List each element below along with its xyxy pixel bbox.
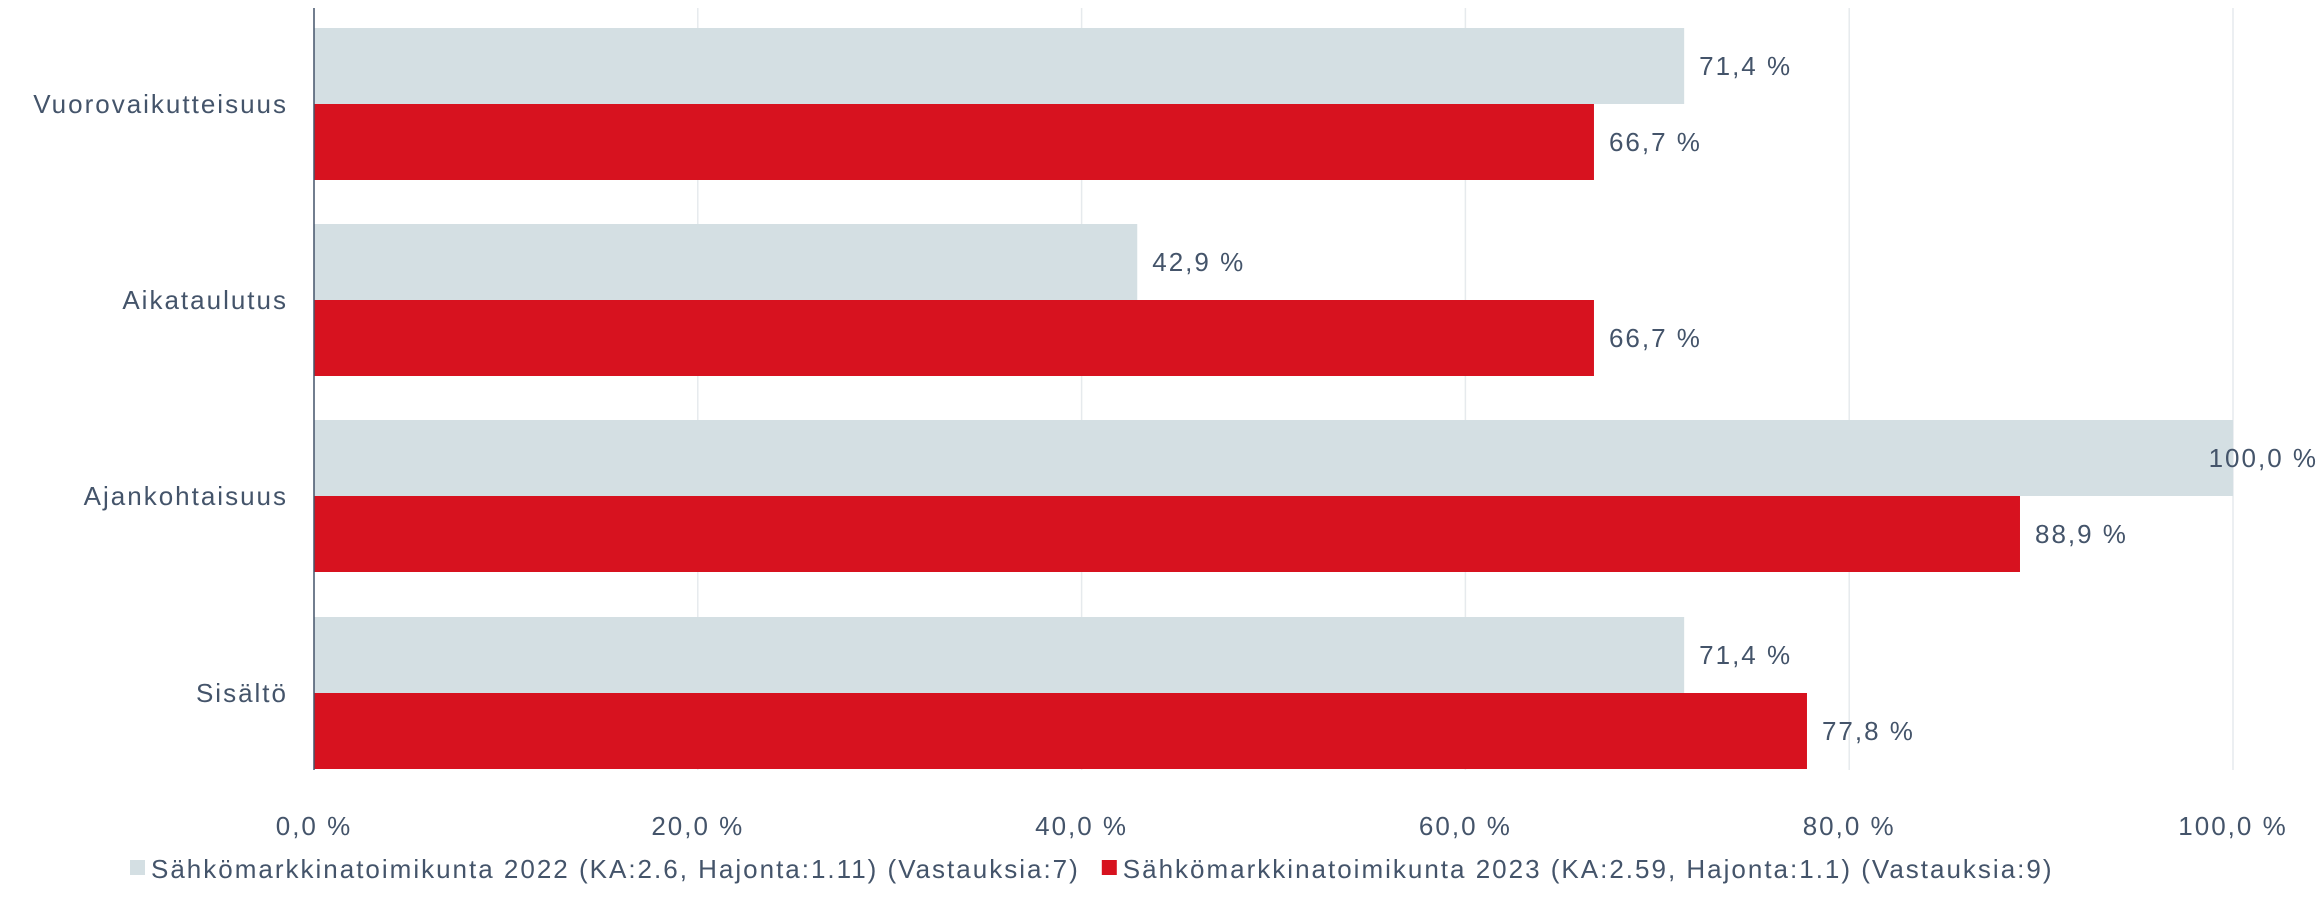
- category-label: Aikataulutus: [122, 285, 288, 315]
- legend-swatch-2023: [1101, 860, 1117, 875]
- bar-2023: [314, 104, 1594, 180]
- bar-2022: [314, 224, 1138, 300]
- bar-2023: [314, 300, 1594, 376]
- x-tick-label: 0,0 %: [276, 811, 353, 841]
- category-label: Sisältö: [196, 678, 288, 708]
- bar-2022: [314, 420, 2233, 496]
- bars: [314, 28, 2233, 769]
- bar-2022: [314, 28, 1685, 104]
- data-label: 71,4 %: [1699, 51, 1792, 81]
- x-tick-label: 40,0 %: [1035, 811, 1128, 841]
- data-label: 66,7 %: [1609, 323, 1702, 353]
- data-label: 88,9 %: [2035, 519, 2128, 549]
- bar-2022: [314, 617, 1685, 693]
- x-tick-label: 60,0 %: [1419, 811, 1512, 841]
- data-label: 42,9 %: [1152, 247, 1245, 277]
- legend-label: Sähkömarkkinatoimikunta 2022 (KA:2.6, Ha…: [151, 854, 1080, 884]
- legend: Sähkömarkkinatoimikunta 2022 (KA:2.6, Ha…: [130, 854, 2054, 884]
- data-label: 71,4 %: [1699, 640, 1792, 670]
- category-label: Ajankohtaisuus: [84, 481, 288, 511]
- x-tick-label: 100,0 %: [2178, 811, 2287, 841]
- legend-swatch-2022: [130, 860, 145, 875]
- x-tick-label: 20,0 %: [651, 811, 744, 841]
- x-tick-label: 80,0 %: [1803, 811, 1896, 841]
- axes: 0,0 % 20,0 % 40,0 % 60,0 % 80,0 % 100,0 %: [276, 8, 2287, 841]
- bar-2023: [314, 693, 1807, 769]
- data-label: 66,7 %: [1609, 127, 1702, 157]
- data-label: 100,0 %: [2209, 443, 2318, 473]
- data-label: 77,8 %: [1822, 716, 1915, 746]
- labels: 71,4 % 66,7 % Vuorovaikutteisuus 42,9 % 66,7…: [33, 51, 2318, 746]
- bar-2023: [314, 496, 2020, 572]
- category-label: Vuorovaikutteisuus: [33, 89, 288, 119]
- legend-label: Sähkömarkkinatoimikunta 2023 (KA:2.59, H…: [1123, 854, 2054, 884]
